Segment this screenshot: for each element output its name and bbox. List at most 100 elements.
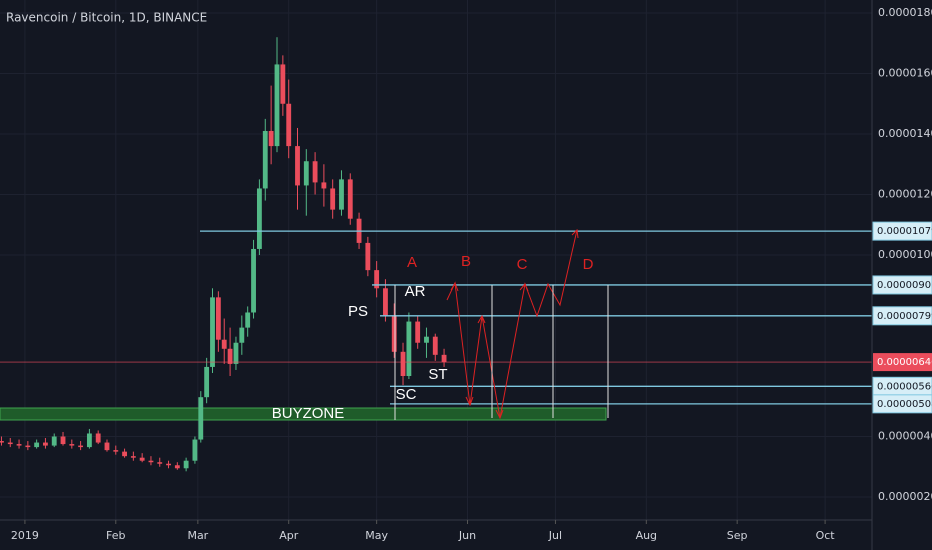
arrowhead	[519, 283, 529, 292]
candle-body	[245, 312, 251, 328]
projection-arrows	[446, 228, 579, 420]
candle-body	[43, 442, 48, 446]
candle-body	[280, 64, 286, 104]
candle-body	[415, 321, 421, 343]
candle-body	[215, 297, 221, 340]
chart-title: Ravencoin / Bitcoin, 1D, BINANCE	[6, 11, 207, 25]
range-lines	[394, 285, 609, 420]
candle-body	[424, 336, 429, 343]
candle-body	[330, 188, 336, 210]
candle-body	[391, 315, 397, 352]
candle-body	[34, 442, 40, 448]
x-tick-label: Aug	[636, 529, 657, 542]
candle-body	[113, 450, 119, 452]
annotation: AR	[405, 283, 426, 300]
level-label: 0.00000508	[877, 399, 932, 410]
candle-body	[95, 433, 101, 443]
price-axis	[872, 0, 932, 550]
candle-body	[69, 444, 75, 446]
level-label-box	[872, 306, 932, 326]
x-tick-label: Oct	[816, 529, 836, 542]
annotation: B	[461, 253, 471, 270]
annotation: D	[583, 256, 594, 273]
candle-body	[204, 366, 210, 398]
annotation: ST	[428, 366, 447, 383]
candle-body	[312, 161, 318, 183]
arrowhead	[495, 409, 504, 420]
x-tick-label: May	[365, 529, 388, 542]
level-label: 0.00000799	[877, 311, 932, 322]
candle-body	[274, 64, 280, 147]
current-price-label: 0.00000646	[877, 357, 932, 368]
candle-body	[16, 444, 22, 446]
candle-body	[192, 439, 198, 461]
y-tick-label: 0.00001400	[878, 127, 932, 140]
y-tick-label: 0.00001800	[878, 6, 932, 19]
level-label: 0.00000901	[877, 280, 932, 291]
plot: A B C D AR PS SC ST BUYZONE	[0, 37, 872, 472]
candle-body	[198, 397, 204, 440]
candle-body	[262, 130, 268, 189]
level-label: 0.00001079	[877, 226, 932, 237]
candle-body	[441, 354, 447, 363]
level-label-box	[872, 221, 932, 241]
candle-body	[400, 351, 406, 377]
y-tick-label: 0.00000400	[878, 430, 932, 443]
arrowhead	[450, 281, 459, 292]
candle-body	[122, 451, 127, 457]
candle-body	[321, 182, 327, 189]
candle-body	[268, 130, 274, 147]
annotation: BUYZONE	[272, 405, 345, 422]
y-tick-label: 0.00001200	[878, 188, 932, 201]
candle-body	[104, 442, 110, 451]
candle-body	[60, 436, 66, 445]
x-tick-label: Feb	[106, 529, 125, 542]
candle-body	[221, 339, 227, 349]
x-tick-label: Apr	[279, 529, 299, 542]
candle-body	[339, 179, 344, 210]
zigzag	[446, 229, 578, 419]
arrowhead	[571, 228, 579, 239]
annotation: SC	[396, 386, 417, 403]
candle-body	[374, 270, 380, 289]
candle-body	[432, 336, 438, 355]
candle-body	[25, 445, 31, 448]
candle-body	[383, 288, 388, 316]
y-tick-label: 0.00001000	[878, 248, 932, 261]
y-tick-label: 0.00001600	[878, 67, 932, 80]
candle-body	[303, 161, 309, 186]
candle-body	[406, 321, 412, 377]
candle-body	[139, 457, 145, 461]
y-tick-label: 0.00000200	[878, 490, 932, 503]
level-label: 0.00000566	[877, 381, 932, 392]
candle-body	[251, 248, 256, 313]
arrowhead	[477, 314, 486, 324]
candle-body	[210, 297, 215, 367]
candle-body	[86, 433, 92, 448]
candle-body	[157, 462, 163, 464]
candle-body	[183, 460, 189, 469]
candle-body	[148, 460, 154, 463]
candle-body	[0, 441, 4, 443]
candle-body	[174, 465, 180, 469]
candle-body	[166, 463, 171, 466]
arrowhead	[465, 396, 474, 407]
level-label-box	[872, 394, 932, 414]
current-price-box	[873, 353, 932, 372]
candle-body	[233, 342, 239, 364]
x-tick-label: Sep	[727, 529, 748, 542]
annotation: A	[407, 254, 417, 271]
x-tick-label: Mar	[187, 529, 208, 542]
candle-body	[7, 442, 13, 445]
x-tick-label: Jul	[548, 529, 562, 542]
candle-body	[256, 188, 262, 249]
candle-body	[239, 327, 245, 343]
x-tick-label: 2019	[11, 529, 39, 542]
axes: 0.00001800 0.00001600 0.00001400 0.00001200…	[11, 6, 932, 542]
candle-body	[227, 348, 233, 364]
annotation: C	[517, 256, 528, 273]
buyzone-box	[0, 407, 607, 421]
annotation: PS	[348, 303, 368, 320]
